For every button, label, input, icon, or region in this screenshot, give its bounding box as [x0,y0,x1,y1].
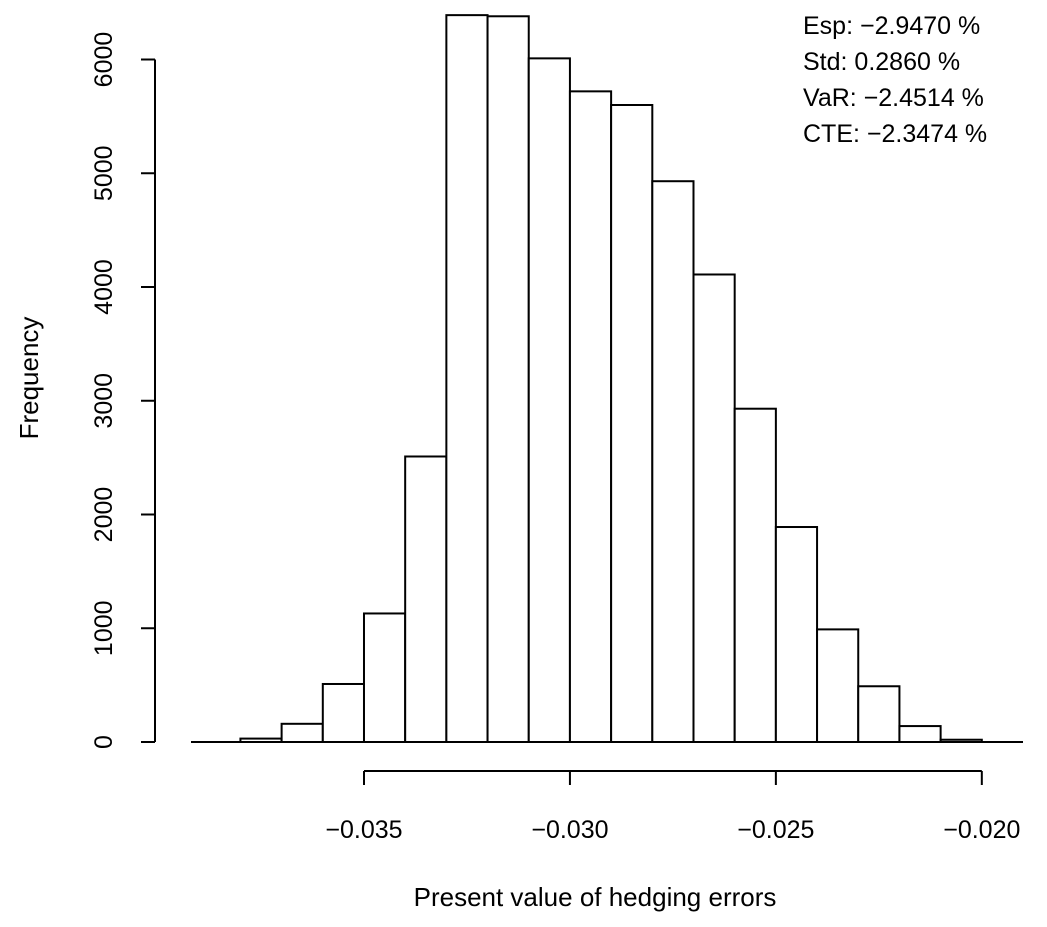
y-tick-label: 2000 [90,487,118,543]
y-tick-label: 0 [90,735,118,749]
histogram-bar [445,14,489,743]
stat-line: CTE: −2.3474 % [803,120,987,148]
summary-stats-box: Esp: −2.9470 %Std: 0.2860 %VaR: −2.4514 … [803,12,987,148]
y-tick-label: 3000 [90,373,118,429]
x-tick-label: −0.035 [325,816,402,844]
y-axis-title: Frequency [14,317,44,440]
histogram-bar [362,612,407,744]
stat-value: −2.3474 % [867,120,987,148]
stat-label: CTE: [803,120,867,148]
stat-label: Esp: [803,12,860,40]
histogram-bar [857,685,901,744]
histogram-bar [774,526,819,744]
y-tick-label: 5000 [90,145,118,201]
stat-value: −2.9470 % [860,12,980,40]
x-tick-label: −0.025 [737,816,814,844]
x-axis-title: Present value of hedging errors [414,882,777,912]
x-axis: −0.035 −0.030 −0.025 −0.020 [325,770,1020,844]
y-tick-label: 1000 [90,600,118,656]
stat-label: VaR: [803,84,864,112]
histogram-bar [651,180,695,743]
histogram-bar [280,722,324,743]
histogram-bar [898,725,942,744]
histogram-bar [486,15,530,743]
histogram-bar [692,273,736,743]
y-axis: 0 1000 2000 3000 4000 5000 6000 [90,32,156,749]
x-tick-label: −0.020 [943,816,1020,844]
histogram-bar [610,104,654,743]
histogram-bar [568,90,613,744]
stat-label: Std: [803,48,854,76]
stat-value: 0.2860 % [854,48,960,76]
histogram-bar [404,455,448,743]
x-tick-label: −0.030 [531,816,608,844]
y-tick-label: 6000 [90,32,118,88]
y-tick-label: 4000 [90,259,118,315]
stat-value: −2.4514 % [864,84,984,112]
stat-line: Std: 0.2860 % [803,48,960,76]
histogram-bar [527,57,571,744]
histogram-bar [321,682,365,743]
histogram-bar [816,628,860,744]
histogram-bars [239,14,983,744]
stat-line: Esp: −2.9470 % [803,12,980,40]
histogram-bar [733,407,777,743]
stat-line: VaR: −2.4514 % [803,84,984,112]
